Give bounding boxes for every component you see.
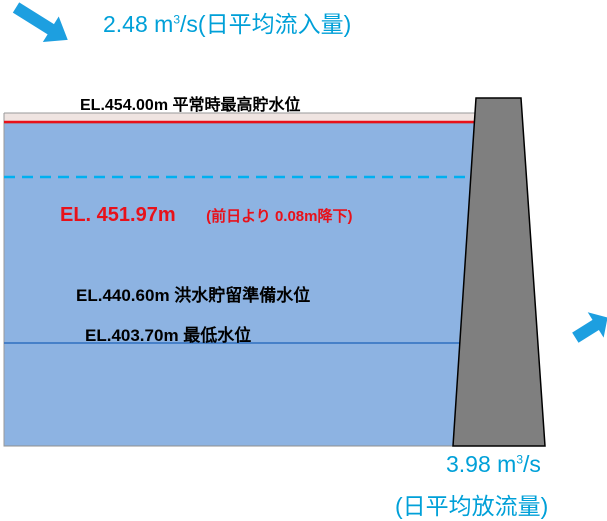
dam-body: [452, 97, 546, 447]
outflow-unit-exp: 3: [516, 452, 524, 467]
reservoir-top-band: [4, 113, 477, 123]
outflow-label: 3.98 m3/s: [446, 451, 541, 478]
flood-storage-level-label: EL.440.60m 洪水貯留準備水位: [76, 286, 311, 305]
inflow-unit: m: [154, 11, 174, 37]
outflow-note: (日平均放流量): [395, 493, 549, 519]
outflow-value: 3.98: [446, 451, 491, 477]
inflow-note: (日平均流入量): [197, 11, 352, 37]
inflow-label: 2.48 m3/s(日平均流入量): [103, 5, 351, 39]
inflow-value: 2.48: [103, 11, 148, 37]
current-level-label: EL. 451.97m (前日より 0.08m降下): [60, 204, 352, 227]
inflow-unit-s: /s: [180, 11, 198, 37]
outflow-arrow-icon: [572, 312, 607, 343]
inflow-unit-exp: 3: [173, 12, 181, 27]
current-level-change: (前日より 0.08m降下): [206, 208, 353, 225]
current-level-value: EL. 451.97m: [60, 204, 176, 226]
outflow-unit-s: /s: [523, 451, 541, 477]
normal-max-level-label: EL.454.00m 平常時最高貯水位: [80, 97, 301, 114]
outflow-unit: m: [497, 451, 517, 477]
inflow-arrow-icon: [12, 2, 68, 42]
minimum-level-label: EL.403.70m 最低水位: [85, 326, 252, 345]
